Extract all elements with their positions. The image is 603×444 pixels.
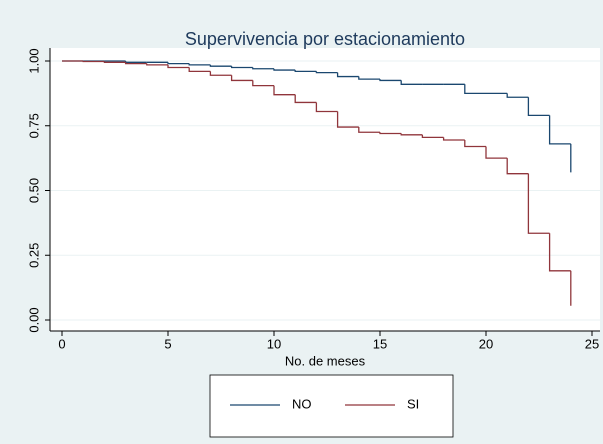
survival-step xyxy=(188,63,211,66)
x-tick-label: 20 xyxy=(479,336,493,351)
survival-step xyxy=(464,139,486,148)
y-tick-label: 1.00 xyxy=(26,48,41,73)
survival-step xyxy=(315,71,338,74)
survival-step xyxy=(252,67,274,70)
legend-label: SI xyxy=(407,396,419,411)
survival-step xyxy=(188,67,211,73)
survival-step xyxy=(209,71,232,76)
survival-step xyxy=(442,137,465,141)
survival-step xyxy=(464,84,486,95)
survival-step xyxy=(358,76,380,80)
y-tick-label: 0.50 xyxy=(26,178,41,203)
survival-step xyxy=(379,132,402,135)
legend xyxy=(209,374,454,438)
plot-area xyxy=(50,48,600,331)
survival-step xyxy=(400,133,423,136)
survival-step xyxy=(273,85,296,96)
survival-step xyxy=(336,111,359,128)
survival-step xyxy=(379,79,402,82)
survival-step xyxy=(548,115,571,145)
survival-step xyxy=(548,233,571,272)
survival-step xyxy=(294,70,317,73)
survival-step xyxy=(82,60,105,63)
x-tick-label: 10 xyxy=(267,336,281,351)
survival-step xyxy=(146,63,168,66)
survival-step xyxy=(167,64,190,69)
survival-step xyxy=(230,75,253,82)
survival-step xyxy=(400,80,423,85)
y-tick-label: 0.00 xyxy=(26,307,41,332)
survival-step xyxy=(252,80,274,87)
survival-step xyxy=(421,134,444,139)
x-tick-label: 5 xyxy=(164,336,171,351)
survival-step xyxy=(273,68,296,71)
survival-step xyxy=(336,72,359,78)
survival-step xyxy=(506,158,529,175)
y-tick-label: 0.75 xyxy=(26,113,41,138)
x-tick-label: 15 xyxy=(373,336,387,351)
survival-step xyxy=(527,97,550,117)
survival-step xyxy=(294,94,317,104)
survival-step xyxy=(124,62,147,65)
survival-step xyxy=(103,61,126,63)
x-tick-label: 25 xyxy=(585,336,599,351)
x-tick-label: 0 xyxy=(58,336,65,351)
survival-step xyxy=(506,93,529,98)
survival-step xyxy=(315,102,338,113)
chart-title: Supervivencia por estacionamiento xyxy=(185,29,465,49)
survival-step xyxy=(167,62,190,65)
survival-step xyxy=(527,173,550,234)
x-axis-label: No. de meses xyxy=(285,353,366,368)
legend-label: NO xyxy=(292,396,312,411)
survival-step xyxy=(230,66,253,69)
survival-step xyxy=(209,64,232,67)
y-tick-label: 0.25 xyxy=(26,243,41,268)
survival-step xyxy=(485,146,508,159)
survival-step xyxy=(358,127,380,133)
